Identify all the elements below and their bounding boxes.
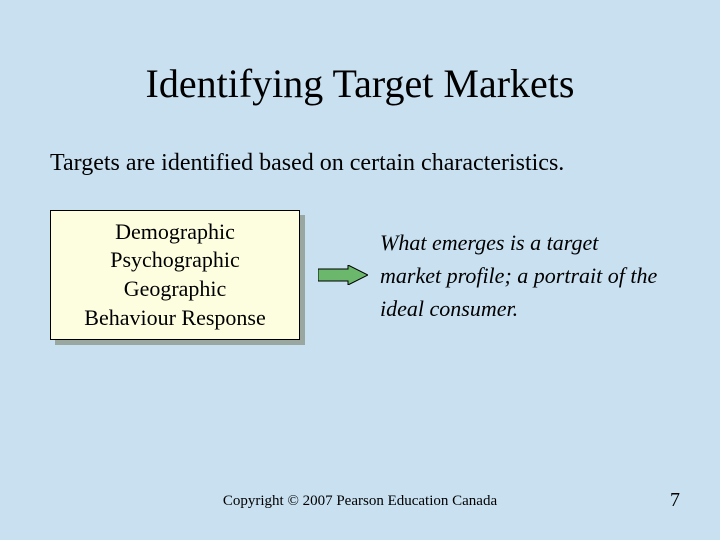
page-number: 7 <box>670 489 680 512</box>
list-item: Demographic <box>115 218 235 247</box>
arrow-icon <box>318 265 368 285</box>
list-item: Psychographic <box>110 246 240 275</box>
box-body: Demographic Psychographic Geographic Beh… <box>50 210 300 340</box>
slide-title: Identifying Target Markets <box>0 60 720 107</box>
characteristics-box: Demographic Psychographic Geographic Beh… <box>50 210 300 340</box>
list-item: Geographic <box>124 275 227 304</box>
arrow-shape <box>318 265 368 285</box>
copyright-footer: Copyright © 2007 Pearson Education Canad… <box>0 493 720 510</box>
slide-subtitle: Targets are identified based on certain … <box>50 150 670 177</box>
list-item: Behaviour Response <box>84 304 265 333</box>
emerges-text: What emerges is a target market profile;… <box>380 226 670 325</box>
content-row: Demographic Psychographic Geographic Beh… <box>50 210 670 340</box>
